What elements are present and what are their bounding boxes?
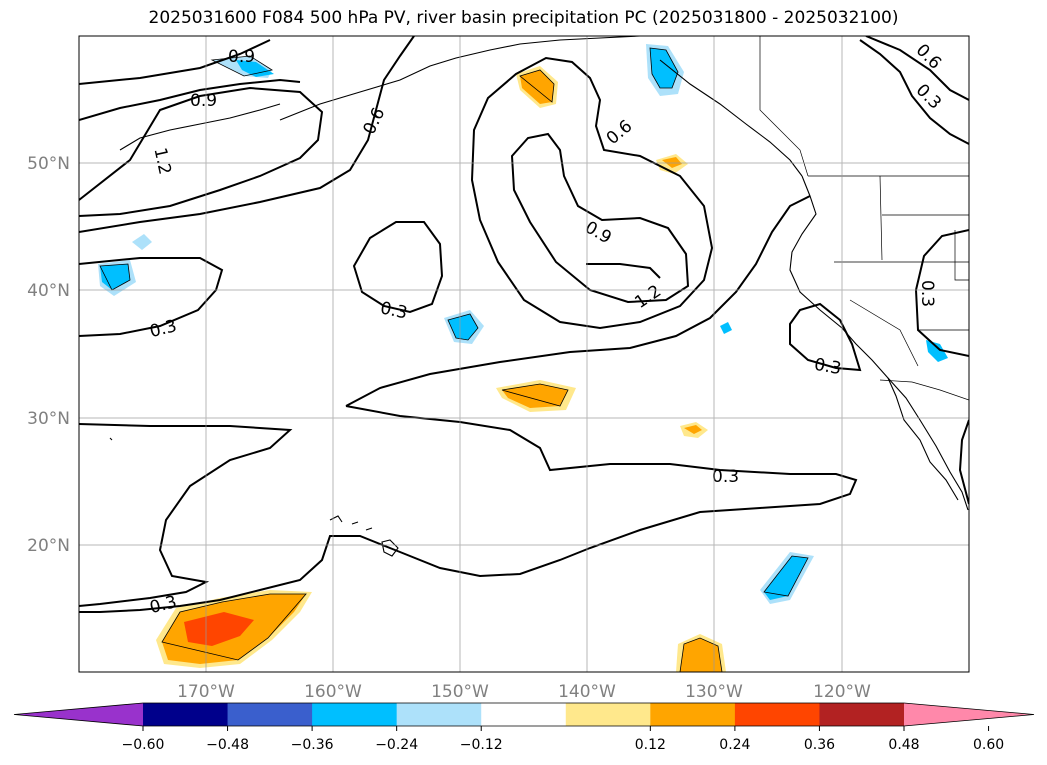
contour-label: 0.3 xyxy=(917,280,937,307)
colorbar-tick-label: −0.60 xyxy=(122,737,165,753)
colorbar-segment xyxy=(396,703,482,726)
pv-contour-0.3-main xyxy=(345,195,811,407)
coastline-alaska xyxy=(279,36,641,121)
pv-contour-0.3-ne xyxy=(859,39,969,145)
contour-label: 0.9 xyxy=(228,47,255,67)
colorbar-tick-label: 0.48 xyxy=(888,737,919,753)
colorbar-tick-label: 0.12 xyxy=(635,737,666,753)
lat-label: 40°N xyxy=(27,281,70,301)
colorbar-tick-label: 0.24 xyxy=(719,737,750,753)
colorbar-segment xyxy=(312,703,398,726)
pv-contour-0.6-se-edge xyxy=(958,419,969,505)
colorbar-tick-label: −0.48 xyxy=(206,737,249,753)
colorbar-segment xyxy=(481,703,567,726)
border-us-mexico xyxy=(879,379,969,401)
pv-contour-0.9-west xyxy=(79,86,324,217)
lon-label: 150°W xyxy=(431,682,489,702)
colorbar-tick-label: 0.60 xyxy=(973,737,1004,753)
coastline-panhandle xyxy=(659,59,803,177)
precipitation-patches xyxy=(98,44,948,672)
longitude-labels: 170°W 160°W 150°W 140°W 130°W 120°W xyxy=(177,682,871,702)
pv-contour-0.3-coast xyxy=(789,302,862,372)
colorbar-segment xyxy=(565,703,651,726)
precip-patch-positive xyxy=(502,384,568,408)
colorbar-extend-max xyxy=(904,703,1034,726)
lon-label: 170°W xyxy=(177,682,235,702)
pv-contour-0.6-west xyxy=(79,36,415,233)
colorbar-tick-label: −0.24 xyxy=(375,737,418,753)
pv-contour-0.9-nw-loop xyxy=(79,78,301,121)
colorbar-tick-label: 0.36 xyxy=(804,737,835,753)
pv-contour-0.6-ne xyxy=(865,36,969,101)
small-island xyxy=(109,437,113,441)
precip-patch-negative xyxy=(236,60,274,77)
precip-patch-negative xyxy=(448,314,478,340)
colorbar-segment xyxy=(734,703,820,726)
colorbar-segment xyxy=(650,703,736,726)
pv-contour-0.3-sw xyxy=(79,423,293,607)
hawaii-islands xyxy=(329,515,399,557)
gridlines xyxy=(79,36,969,672)
precip-patch-negative xyxy=(650,48,678,88)
map-title: 2025031600 F084 500 hPa PV, river basin … xyxy=(148,8,899,28)
lon-label: 130°W xyxy=(685,682,743,702)
pv-contour-1.2-inner xyxy=(586,263,661,279)
pv-contour-0.6-loop xyxy=(470,56,714,330)
pv-contour-0.3-se xyxy=(79,405,858,613)
precip-patch-positive xyxy=(680,638,722,672)
lon-label: 140°W xyxy=(558,682,616,702)
lat-label: 30°N xyxy=(27,409,70,429)
precip-patch-negative xyxy=(720,322,732,334)
political-borders xyxy=(759,36,969,401)
precip-patch-negative xyxy=(926,340,948,362)
map-plot-area: 0.9 0.9 1.2 0.6 0.6 0.6 0.3 0.9 1.2 0.3 … xyxy=(79,36,969,672)
pv-contour-0.9-nw xyxy=(79,39,271,85)
contour-label: 0.9 xyxy=(190,91,217,111)
pv-contour-0.9-loop xyxy=(510,132,690,304)
contour-label: 0.3 xyxy=(712,467,739,487)
precip-patch-positive xyxy=(520,70,554,104)
colorbar-segment xyxy=(819,703,905,726)
colorbar-segment xyxy=(227,703,313,726)
pv-contour-0.3-closed xyxy=(352,221,444,314)
coastline-baja xyxy=(887,377,959,501)
lat-label: 20°N xyxy=(27,536,70,556)
colorbar-segment xyxy=(143,703,229,726)
precip-patch-positive xyxy=(184,612,254,646)
lon-label: 160°W xyxy=(304,682,362,702)
pv-contours xyxy=(79,36,969,613)
contour-label: 0.3 xyxy=(813,355,843,379)
colorbar-tick-label: −0.12 xyxy=(460,737,503,753)
colorbar-tick-label: −0.36 xyxy=(291,737,334,753)
lat-label: 50°N xyxy=(27,154,70,174)
colorbar: −0.60 −0.48 −0.36 −0.24 −0.12 0.12 0.24 0.36 0.4… xyxy=(13,702,1035,753)
coastline-aleutians xyxy=(119,103,281,151)
precip-patch-negative xyxy=(100,264,130,290)
colorbar-extend-min xyxy=(14,703,143,726)
map-frame xyxy=(78,35,970,673)
border-us-states xyxy=(834,175,969,367)
precip-patch-negative xyxy=(132,234,152,250)
precip-patch-negative xyxy=(764,556,808,600)
latitude-labels: 50°N 40°N 30°N 20°N xyxy=(27,154,70,556)
lon-label: 120°W xyxy=(813,682,871,702)
precip-patch-positive xyxy=(684,425,702,434)
